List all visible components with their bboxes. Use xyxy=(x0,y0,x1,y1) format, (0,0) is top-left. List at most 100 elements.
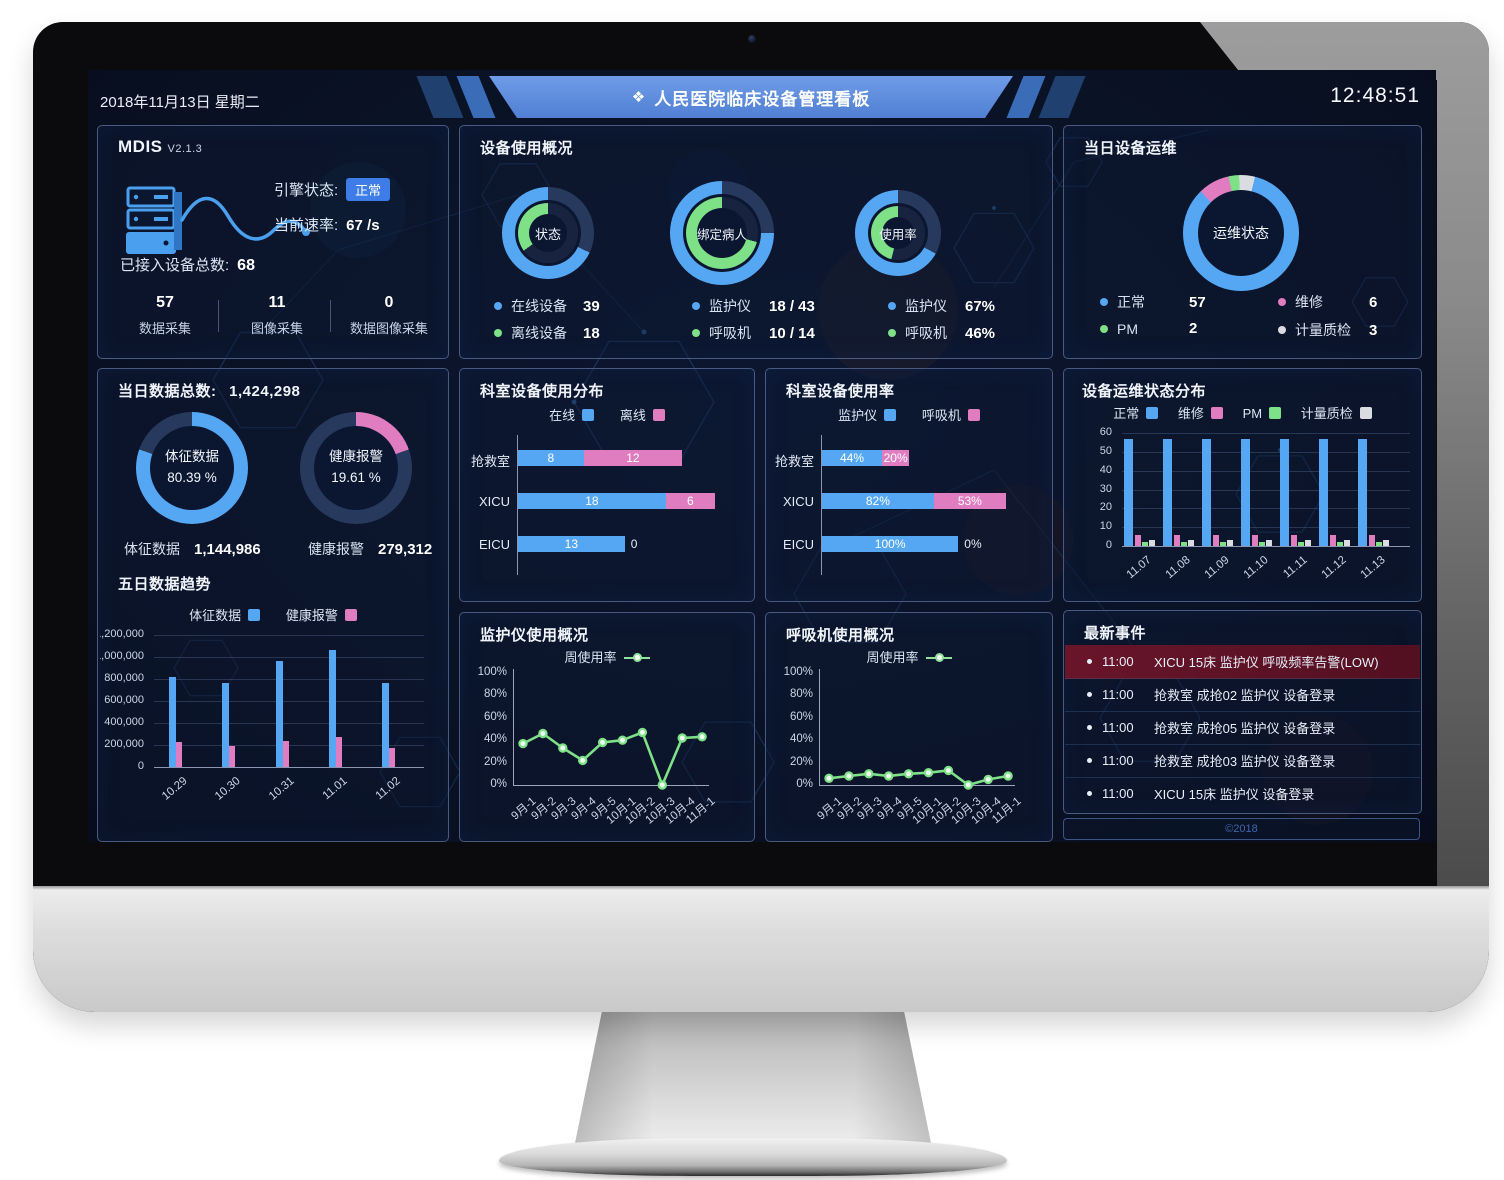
bar-segment: 18 xyxy=(518,493,666,509)
zero-label: 0% xyxy=(964,537,982,551)
legend-dot xyxy=(692,329,700,337)
bar xyxy=(1344,540,1350,547)
zero-label: 0 xyxy=(630,537,638,551)
category-label: XICU xyxy=(782,494,814,509)
legend-label: 监护仪 xyxy=(709,298,751,314)
legend-pm[interactable]: PM 2 xyxy=(1100,320,1197,337)
bar xyxy=(1135,534,1141,546)
donut-alerts: 健康报警 19.61 % xyxy=(300,412,412,524)
axis-label: 40% xyxy=(789,733,813,746)
title-banner: ❖ 人民医院临床设备管理看板 xyxy=(416,76,1086,118)
legend-marker xyxy=(1359,407,1372,419)
axis-tick-wrap: 400,000 xyxy=(100,716,150,730)
event-row: 11:00 抢救室 成抢03 监护仪 设备登录 xyxy=(1065,744,1420,778)
panel-dept-distribution: 科室设备使用分布 在线 离线 抢救室 8 12 XICU 18 6 EICU 13 0 xyxy=(459,368,755,602)
axis-label: 20 xyxy=(1099,501,1112,514)
axis-line xyxy=(819,669,820,786)
event-text: 抢救室 成抢03 监护仪 设备登录 xyxy=(1154,754,1336,769)
grid-line xyxy=(1122,527,1410,529)
panel-title: 设备使用概况 xyxy=(480,140,574,157)
axis-label: 60% xyxy=(789,710,813,723)
donut-hole xyxy=(697,208,747,258)
camera-dot xyxy=(748,35,756,43)
legend-monitor-rate[interactable]: 监护仪 67% xyxy=(888,296,995,316)
server-wave-icon xyxy=(126,186,310,254)
stat-value: 279,312 xyxy=(378,540,433,558)
axis-tick-wrap: 0 xyxy=(1068,539,1118,553)
dept-usage-chart: 抢救室 44% 20% XICU 82% 53% EICU 100% 0% xyxy=(766,369,1052,601)
legend-weekly-usage[interactable]: 周使用率 xyxy=(866,650,952,665)
status-badge: 正常 xyxy=(346,178,391,201)
legend-metrology[interactable]: 计量质检 3 xyxy=(1278,320,1377,340)
legend-label: 维修 xyxy=(1295,294,1323,310)
axis-label: 11.02 xyxy=(373,775,403,803)
bar xyxy=(1149,540,1155,547)
donut-bound-patients: 绑定病人 xyxy=(670,181,774,285)
legend-label: 正常 xyxy=(1117,294,1145,310)
trend-legend: 体征数据 健康报警 xyxy=(98,605,448,624)
bar-segment: 6 xyxy=(665,493,716,509)
legend-ventilator-rate[interactable]: 呼吸机 46% xyxy=(888,323,995,343)
panel-usage-overview: 设备使用概况 状态 绑定病人 使用率 在线设备 39 离线设备 xyxy=(459,125,1053,359)
event-row: 11:00 抢救室 成抢02 监护仪 设备登录 xyxy=(1065,678,1420,712)
legend-online-devices[interactable]: 在线设备 39 xyxy=(494,296,600,316)
dashboard-screen: 2018年11月13日 星期二 ❖ 人民医院临床设备管理看板 12:48:51 … xyxy=(88,70,1436,842)
axis-label: 60 xyxy=(1099,426,1112,438)
axis-label: 200,000 xyxy=(104,738,144,750)
axis-label: 40% xyxy=(483,733,507,746)
bar xyxy=(1220,542,1226,547)
ventilator-usage-chart: 100% 80% 60% 40% 20% 0% 9月-1 9月-2 9月-3 9月-4 9月-5 1… xyxy=(766,613,1052,841)
legend-ventilator[interactable]: 呼吸机 xyxy=(922,408,980,423)
donut-hole xyxy=(529,214,567,252)
legend-metrology[interactable]: 计量质检 xyxy=(1301,406,1372,421)
header-date: 2018年11月13日 星期二 xyxy=(100,94,260,111)
page-title: 人民医院临床设备管理看板 xyxy=(654,89,871,109)
axis-label: 60% xyxy=(483,710,507,723)
legend-offline[interactable]: 离线 xyxy=(620,408,665,423)
bar xyxy=(1376,542,1382,547)
axis-label: 0 xyxy=(137,760,144,772)
bar xyxy=(229,746,235,767)
legend-ventilator-bound[interactable]: 呼吸机 10 / 14 xyxy=(692,323,815,343)
bar xyxy=(1337,542,1343,547)
legend-value: 46% xyxy=(965,324,996,342)
bar xyxy=(1227,540,1233,547)
bar xyxy=(1330,534,1336,546)
legend-normal[interactable]: 正常 xyxy=(1113,406,1159,421)
legend-monitor[interactable]: 监护仪 xyxy=(838,408,897,423)
bar xyxy=(336,737,342,767)
legend-weekly-usage[interactable]: 周使用率 xyxy=(564,650,650,665)
bar xyxy=(169,676,176,767)
axis-label: 20% xyxy=(789,755,813,768)
legend-offline-devices[interactable]: 离线设备 18 xyxy=(494,323,600,343)
donut-center-label: 体征数据 xyxy=(165,449,219,465)
bar xyxy=(222,683,229,767)
event-text: XICU 15床 监护仪 设备登录 xyxy=(1154,787,1315,802)
legend-monitor-bound[interactable]: 监护仪 18 / 43 xyxy=(692,296,815,316)
legend-repair[interactable]: 维修 xyxy=(1178,406,1223,421)
legend-normal[interactable]: 正常 57 xyxy=(1100,292,1206,312)
bar xyxy=(1369,534,1375,546)
total-devices-value: 68 xyxy=(237,257,255,274)
dept-usage-legend: 监护仪 呼吸机 xyxy=(766,405,1052,424)
bar xyxy=(1383,540,1389,547)
grid-line xyxy=(154,723,424,724)
legend-marker xyxy=(582,409,595,421)
bar xyxy=(1291,534,1297,546)
axis-label: 600,000 xyxy=(104,694,144,706)
legend-online[interactable]: 在线 xyxy=(549,408,595,423)
axis-tick-wrap: 60 xyxy=(1068,426,1118,440)
legend-vitals[interactable]: 体征数据 xyxy=(189,608,261,623)
dept-distribution-chart: 抢救室 8 12 XICU 18 6 EICU 13 0 xyxy=(460,369,754,601)
bar xyxy=(176,741,182,767)
bar-segment: 12 xyxy=(583,450,683,466)
legend-marker xyxy=(1269,407,1282,419)
grid-line xyxy=(154,701,424,702)
panel-title: 最新事件 xyxy=(1084,625,1147,642)
legend-repair[interactable]: 维修 6 xyxy=(1278,292,1377,312)
legend-alerts[interactable]: 健康报警 xyxy=(286,608,357,623)
monitor-usage-chart: 100% 80% 60% 40% 20% 0% 9月-1 9月-2 9月-3 9月-4 9月-5 1… xyxy=(460,613,754,841)
data-total-label: 当日数据总数: xyxy=(118,383,217,400)
legend-label: 离线设备 xyxy=(511,325,567,341)
legend-pm[interactable]: PM xyxy=(1243,406,1282,421)
